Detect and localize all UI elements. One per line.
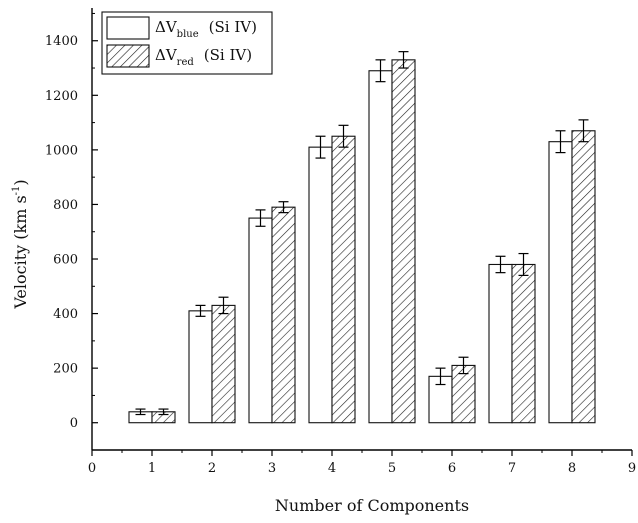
error-bar-red-3 xyxy=(278,201,289,214)
error-bar-red-6 xyxy=(458,356,469,375)
error-bar-blue-4 xyxy=(315,135,326,159)
x-tick-label: 0 xyxy=(88,461,96,476)
error-bar-blue-1 xyxy=(135,408,146,416)
legend-label-main: ΔV xyxy=(155,46,178,64)
y-axis-title-superscript: -1 xyxy=(11,186,22,196)
y-tick-label: 1400 xyxy=(45,34,78,49)
y-tick-label: 800 xyxy=(53,198,78,213)
x-tick-label: 8 xyxy=(568,461,576,476)
error-bar-red-4 xyxy=(338,124,349,148)
bar-red-5 xyxy=(391,59,416,424)
bar-blue-5 xyxy=(368,70,393,424)
y-tick-label: 1000 xyxy=(45,143,78,158)
chart-legend: ΔVblue (Si IV)ΔVred (Si IV) xyxy=(101,11,273,75)
bar-blue-4 xyxy=(308,146,333,424)
bar-red-4 xyxy=(331,135,356,424)
error-bar-blue-8 xyxy=(555,130,566,154)
legend-label-red: ΔVred (Si IV) xyxy=(155,46,252,68)
bar-blue-2 xyxy=(188,310,213,424)
bar-red-2 xyxy=(211,304,236,424)
error-bar-red-8 xyxy=(578,119,589,143)
legend-label-blue: ΔVblue (Si IV) xyxy=(155,18,257,40)
error-bar-blue-6 xyxy=(435,367,446,386)
y-tick-label: 600 xyxy=(53,253,78,268)
bar-blue-3 xyxy=(248,217,273,424)
bar-red-7 xyxy=(511,263,536,424)
x-tick-label: 2 xyxy=(208,461,216,476)
x-tick-label: 4 xyxy=(328,461,336,476)
x-tick-label: 5 xyxy=(388,461,396,476)
error-bar-red-5 xyxy=(398,51,409,69)
y-axis-title: Velocity (km s-1) xyxy=(11,179,30,309)
error-bar-red-1 xyxy=(158,408,169,416)
y-tick-label: 200 xyxy=(53,362,78,377)
legend-label-subscript: blue xyxy=(177,29,199,40)
legend-label-suffix: (Si IV) xyxy=(209,18,257,36)
legend-label-subscript: red xyxy=(177,57,195,68)
bar-red-8 xyxy=(571,130,596,424)
x-tick-label: 1 xyxy=(148,461,156,476)
bar-blue-8 xyxy=(548,141,573,424)
error-bar-red-7 xyxy=(518,252,529,276)
legend-label-suffix: (Si IV) xyxy=(204,46,252,64)
error-bar-blue-7 xyxy=(495,255,506,274)
bar-red-3 xyxy=(271,206,296,424)
y-axis-title-suffix: ) xyxy=(11,179,30,185)
x-tick-label: 6 xyxy=(448,461,456,476)
y-tick-label: 400 xyxy=(53,307,78,322)
legend-swatch-blue xyxy=(106,16,150,40)
error-bar-blue-2 xyxy=(195,304,206,317)
legend-label-main: ΔV xyxy=(155,18,178,36)
y-axis-title-main: Velocity (km s xyxy=(11,195,30,309)
legend-swatch-red xyxy=(106,44,150,68)
y-tick-label: 1200 xyxy=(45,89,78,104)
x-tick-label: 3 xyxy=(268,461,276,476)
error-bar-blue-5 xyxy=(375,59,386,83)
bar-blue-7 xyxy=(488,263,513,424)
x-axis-title: Number of Components xyxy=(275,496,469,515)
error-bar-red-2 xyxy=(218,296,229,315)
x-tick-label: 7 xyxy=(508,461,516,476)
y-tick-label: 0 xyxy=(70,416,78,431)
x-tick-label: 9 xyxy=(628,461,636,476)
error-bar-blue-3 xyxy=(255,209,266,227)
